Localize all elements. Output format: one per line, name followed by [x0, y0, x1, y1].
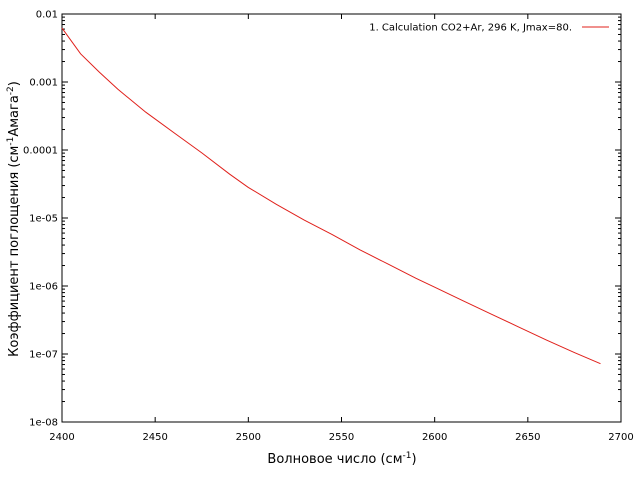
y-tick-label: 1e-08 — [29, 418, 58, 429]
y-axis-ticks: 1e-08 1e-07 1e-06 1e-05 0.0001 0.001 0.01 — [23, 10, 621, 429]
y-tick-label: 0.001 — [29, 78, 58, 89]
y-axis-label: Коэффициент поглощения (см-1Амага-2) — [6, 81, 22, 357]
y-axis-label-mid: Амага — [7, 95, 22, 136]
x-tick-label: 2400 — [49, 432, 74, 443]
y-tick-label: 1e-05 — [29, 214, 58, 225]
y-tick-label: 1e-06 — [29, 282, 58, 293]
y-tick-label: 0.0001 — [23, 146, 58, 157]
y-axis-label-sup1: -1 — [6, 137, 16, 146]
x-axis-label-sup: -1 — [403, 451, 412, 461]
x-tick-label: 2450 — [142, 432, 167, 443]
legend-label: 1. Calculation CO2+Ar, 296 K, Jmax=80. — [369, 23, 572, 34]
x-axis-label-main: Волновое число (см — [267, 452, 402, 467]
x-tick-label: 2650 — [515, 432, 540, 443]
series-line — [61, 27, 601, 365]
x-axis-ticks: 2400 2450 2500 2550 2600 2650 2700 — [49, 14, 634, 443]
x-tick-label: 2500 — [236, 432, 261, 443]
x-tick-label: 2550 — [329, 432, 354, 443]
x-tick-label: 2700 — [608, 432, 633, 443]
x-axis-label: Волновое число (см-1) — [267, 451, 416, 467]
y-axis-label-tail: ) — [7, 81, 22, 86]
x-axis-label-tail: ) — [411, 452, 416, 467]
y-axis-label-main: Коэффициент поглощения (см — [7, 146, 22, 357]
legend: 1. Calculation CO2+Ar, 296 K, Jmax=80. — [369, 23, 609, 34]
y-tick-label: 1e-07 — [29, 350, 58, 361]
y-axis-label-sup2: -2 — [6, 86, 16, 95]
series-lines — [61, 27, 601, 365]
x-tick-label: 2600 — [422, 432, 447, 443]
y-tick-label: 0.01 — [36, 10, 58, 21]
